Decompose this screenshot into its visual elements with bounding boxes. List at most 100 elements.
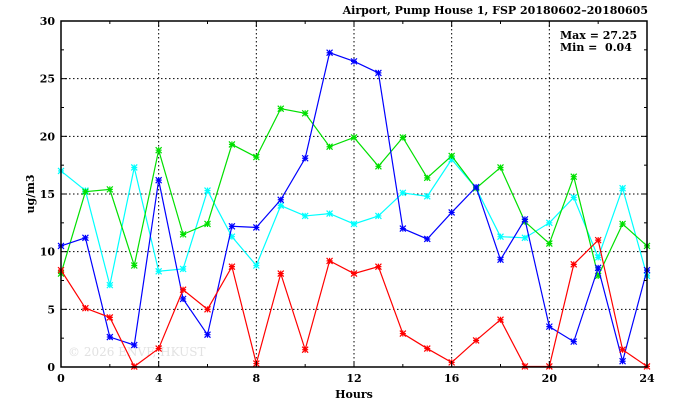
- x-tick-label: 8: [253, 372, 261, 385]
- data-point-green: [545, 240, 553, 248]
- data-point-green: [277, 105, 285, 113]
- x-tick-label: 0: [57, 372, 65, 385]
- data-point-cyan: [252, 262, 260, 269]
- data-point-red: [594, 236, 602, 244]
- data-point-green: [619, 220, 627, 228]
- data-point-blue: [399, 225, 407, 233]
- y-axis-label: ug/m3: [24, 175, 37, 214]
- data-point-red: [106, 313, 114, 321]
- data-point-blue: [130, 341, 138, 349]
- data-point-blue: [204, 331, 211, 339]
- data-point-green: [350, 134, 358, 141]
- data-point-red: [619, 346, 627, 354]
- axis-ticks: 0 4 8 12 16 20 24 0 5 10 15 20 25 30: [40, 15, 655, 385]
- data-point-cyan: [301, 212, 309, 220]
- data-point-green: [326, 143, 334, 151]
- data-point-green: [228, 140, 236, 148]
- data-point-blue: [448, 209, 456, 216]
- data-point-red: [472, 337, 480, 344]
- series-line-blue: [60, 51, 648, 364]
- min-label: Min = 0.04: [560, 41, 632, 54]
- data-point-blue: [81, 234, 89, 242]
- data-point-green: [570, 173, 578, 181]
- data-point-blue: [545, 323, 553, 331]
- data-point-red: [570, 260, 578, 268]
- data-point-cyan: [106, 281, 114, 289]
- data-point-blue: [570, 338, 578, 346]
- data-point-cyan: [497, 233, 504, 241]
- data-point-cyan: [521, 234, 529, 242]
- data-point-green: [106, 185, 114, 193]
- data-point-red: [204, 305, 211, 313]
- x-tick-label: 16: [444, 372, 460, 385]
- data-point-red: [326, 257, 334, 265]
- x-axis-label: Hours: [335, 388, 373, 401]
- data-point-green: [448, 152, 456, 160]
- y-tick-label: 15: [40, 188, 55, 201]
- data-point-cyan: [130, 164, 138, 171]
- data-point-blue: [179, 295, 187, 303]
- x-tick-label: 20: [542, 372, 558, 385]
- chart-title: Airport, Pump House 1, FSP 20180602–2018…: [342, 4, 648, 17]
- data-point-blue: [106, 333, 114, 341]
- data-point-cyan: [423, 192, 431, 200]
- data-point-cyan: [179, 265, 187, 273]
- data-point-green: [179, 230, 187, 238]
- y-tick-label: 25: [40, 73, 55, 86]
- data-point-blue: [423, 235, 431, 243]
- data-point-blue: [472, 183, 480, 191]
- data-point-red: [277, 270, 285, 278]
- data-point-red: [81, 304, 89, 312]
- data-point-green: [399, 134, 407, 141]
- data-point-cyan: [350, 220, 358, 228]
- data-point-cyan: [594, 254, 602, 261]
- data-point-red: [155, 345, 163, 352]
- data-point-blue: [350, 57, 358, 65]
- data-point-red: [350, 270, 358, 278]
- data-point-blue: [521, 215, 529, 223]
- data-point-red: [423, 345, 431, 352]
- series-green: [57, 105, 651, 280]
- series-cyan: [57, 155, 651, 289]
- data-point-cyan: [277, 202, 285, 209]
- grid: [61, 21, 647, 367]
- data-point-cyan: [619, 184, 627, 192]
- data-point-blue: [252, 224, 260, 231]
- x-tick-label: 4: [155, 372, 163, 385]
- data-point-blue: [228, 222, 236, 230]
- watermark: © 2026 ENVF, HKUST: [68, 345, 206, 359]
- data-point-cyan: [228, 233, 236, 241]
- y-tick-label: 10: [40, 246, 56, 259]
- data-point-red: [374, 263, 382, 271]
- data-point-cyan: [326, 210, 334, 218]
- data-point-green: [81, 188, 89, 196]
- data-point-green: [497, 164, 504, 171]
- y-tick-label: 20: [40, 130, 56, 143]
- y-tick-label: 0: [47, 361, 55, 374]
- x-tick-label: 24: [639, 372, 655, 385]
- data-point-blue: [619, 357, 627, 365]
- data-point-cyan: [448, 155, 456, 163]
- data-point-red: [179, 286, 187, 294]
- data-point-blue: [374, 69, 382, 77]
- data-point-green: [594, 272, 602, 280]
- data-point-blue: [277, 196, 285, 204]
- data-point-red: [399, 330, 407, 337]
- data-point-cyan: [374, 212, 382, 220]
- data-point-green: [130, 262, 138, 269]
- data-point-red: [301, 346, 309, 354]
- data-point-blue: [594, 264, 602, 272]
- data-point-red: [497, 316, 504, 324]
- data-point-blue: [301, 154, 309, 162]
- y-tick-label: 30: [40, 15, 56, 28]
- data-point-cyan: [155, 267, 163, 275]
- data-point-green: [374, 162, 382, 170]
- data-point-green: [423, 174, 431, 182]
- data-point-cyan: [399, 189, 407, 197]
- data-point-blue: [155, 176, 163, 184]
- y-tick-label: 5: [47, 303, 55, 316]
- data-point-green: [204, 220, 211, 228]
- data-point-blue: [326, 49, 334, 57]
- data-point-cyan: [204, 187, 211, 194]
